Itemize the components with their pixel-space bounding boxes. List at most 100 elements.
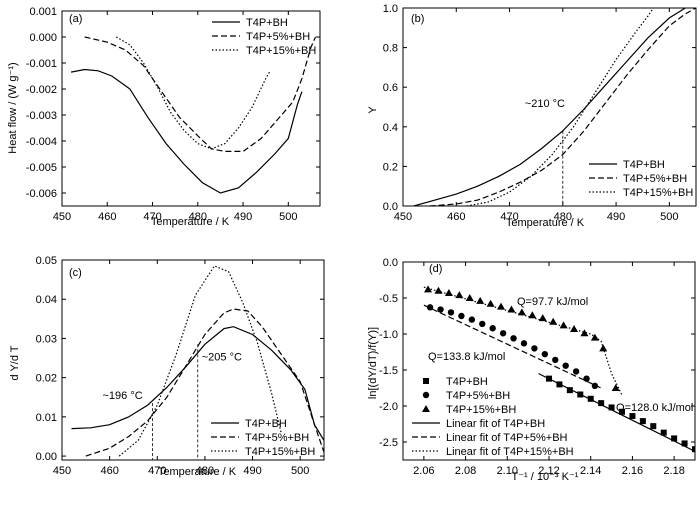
- panel-3: 2.06 2.08 2.10 2.12 2.14 2.16 2.18 0.0 -0.5 -1.0 -…: [367, 257, 696, 483]
- legend-label: T4P+15%+BH: [245, 446, 315, 458]
- x-tick-label: 490: [607, 211, 625, 223]
- data-point: [468, 316, 476, 323]
- plot-frame: [61, 10, 321, 207]
- data-point: [538, 314, 547, 322]
- x-tick-label: 500: [660, 211, 678, 223]
- data-point: [580, 329, 589, 337]
- y-tick-label: -1.5: [379, 365, 398, 377]
- annotation: ~210 °C: [525, 98, 565, 110]
- y-axis-label: Heat flow / (W g⁻¹): [7, 62, 19, 153]
- x-tick-label: 480: [554, 211, 572, 223]
- legend-marker: [423, 378, 429, 384]
- x-tick-label: 2.18: [663, 465, 684, 477]
- data-point: [552, 356, 559, 364]
- data-point: [517, 308, 526, 316]
- data-point: [650, 423, 657, 430]
- series-line: [466, 8, 654, 206]
- x-axis-label: Temperature / K: [151, 216, 230, 228]
- legend-marker: [422, 391, 430, 399]
- legend: T4P+BH T4P+5%+BH T4P+15%+BH: [589, 159, 693, 199]
- x-axis-label: Temperature / K: [158, 466, 237, 478]
- y-tick-label: -0.5: [379, 293, 398, 305]
- y-tick-label: -0.006: [26, 188, 57, 200]
- x-tick-label: 470: [143, 211, 161, 223]
- data-point: [479, 320, 486, 328]
- y-tick-label: -0.005: [26, 162, 57, 174]
- y-axis-label: Y: [367, 106, 379, 114]
- series-layer: [71, 265, 324, 457]
- y-tick-label: -0.001: [26, 58, 57, 70]
- legend-marker: [422, 405, 430, 412]
- x-tick-label: 490: [234, 211, 252, 223]
- annotation: ~205 °C: [202, 351, 242, 363]
- x-tick-label: 500: [291, 465, 309, 477]
- data-point: [562, 362, 569, 369]
- data-point: [619, 408, 625, 415]
- y-tick-label: 0.6: [383, 82, 398, 94]
- data-point: [572, 368, 580, 375]
- legend: T4P+BH T4P+5%+BH T4P+15%+BH: [211, 418, 315, 458]
- annotation: Q=133.8 kJ/mol: [428, 351, 505, 363]
- legend-label: T4P+5%+BH: [623, 173, 687, 185]
- panel-label: (d): [429, 263, 442, 275]
- data-point: [587, 395, 594, 402]
- panel-0: 450 460 470 480 490 500 0.001 0.000 -0.001 -0.002…: [7, 6, 321, 228]
- x-tick-label: 450: [53, 465, 71, 477]
- legend-label: T4P+5%+BH: [446, 390, 510, 402]
- annotation: Q=97.7 kJ/mol: [517, 296, 588, 308]
- y-tick-label: -2.5: [379, 437, 398, 449]
- y-tick-label: 0.8: [383, 43, 398, 55]
- y-tick-label: 0.000: [29, 32, 57, 44]
- data-point: [437, 306, 444, 313]
- y-tick-label: 0.01: [36, 412, 57, 424]
- legend-label: T4P+5%+BH: [246, 31, 310, 43]
- data-point: [528, 311, 537, 319]
- x-tick-label: 460: [100, 465, 118, 477]
- panel-2: 450 460 470 480 490 500 0.00 0.01 0.02 0.03 0.04 0.…: [9, 255, 325, 478]
- data-point: [570, 324, 579, 332]
- data-point: [590, 333, 599, 341]
- data-point: [681, 440, 688, 447]
- legend-label: T4P+BH: [245, 418, 287, 430]
- data-point: [510, 335, 517, 342]
- data-point: [455, 291, 464, 299]
- legend-label: T4P+BH: [246, 17, 288, 29]
- data-point: [583, 375, 590, 382]
- y-tick-label: 0.4: [383, 122, 398, 134]
- x-tick-label: 480: [196, 465, 214, 477]
- series-line: [71, 326, 324, 441]
- data-point: [629, 413, 636, 420]
- legend: T4P+BH T4P+5%+BH T4P+15%+BH Linear fit of T…: [412, 376, 574, 458]
- series-line: [429, 8, 696, 206]
- series-layer: [413, 8, 696, 206]
- legend-label: T4P+15%+BH: [246, 45, 316, 57]
- series-line: [85, 308, 324, 457]
- data-point: [447, 309, 455, 316]
- data-point: [444, 288, 453, 296]
- y-tick-label: 0.05: [36, 255, 57, 267]
- annotation: Q=128.0 kJ/mol: [616, 402, 693, 414]
- x-tick-label: 470: [500, 211, 518, 223]
- annotation: ~196 °C: [103, 390, 143, 402]
- data-point: [566, 387, 573, 394]
- x-tick-label: 500: [279, 211, 297, 223]
- x-tick-label: 470: [148, 465, 166, 477]
- series-layer: [70, 36, 317, 194]
- panel-label: (c): [69, 267, 82, 279]
- y-tick-label: -0.004: [26, 136, 57, 148]
- x-axis-label: T⁻¹ / 10⁻³ K⁻¹: [512, 471, 579, 483]
- data-point: [549, 317, 558, 325]
- legend-label: T4P+15%+BH: [623, 187, 693, 199]
- plot-frame: [402, 7, 697, 207]
- y-axis-label: d Y/d T: [9, 345, 21, 380]
- y-tick-label: -1.0: [379, 329, 398, 341]
- legend-label: T4P+15%+BH: [446, 404, 516, 416]
- legend-label: T4P+BH: [623, 159, 665, 171]
- data-point: [591, 382, 599, 390]
- data-point: [465, 294, 474, 301]
- x-tick-label: 2.12: [538, 465, 559, 477]
- panel-label: (a): [69, 13, 82, 25]
- data-point: [660, 429, 667, 436]
- series-line: [423, 286, 623, 396]
